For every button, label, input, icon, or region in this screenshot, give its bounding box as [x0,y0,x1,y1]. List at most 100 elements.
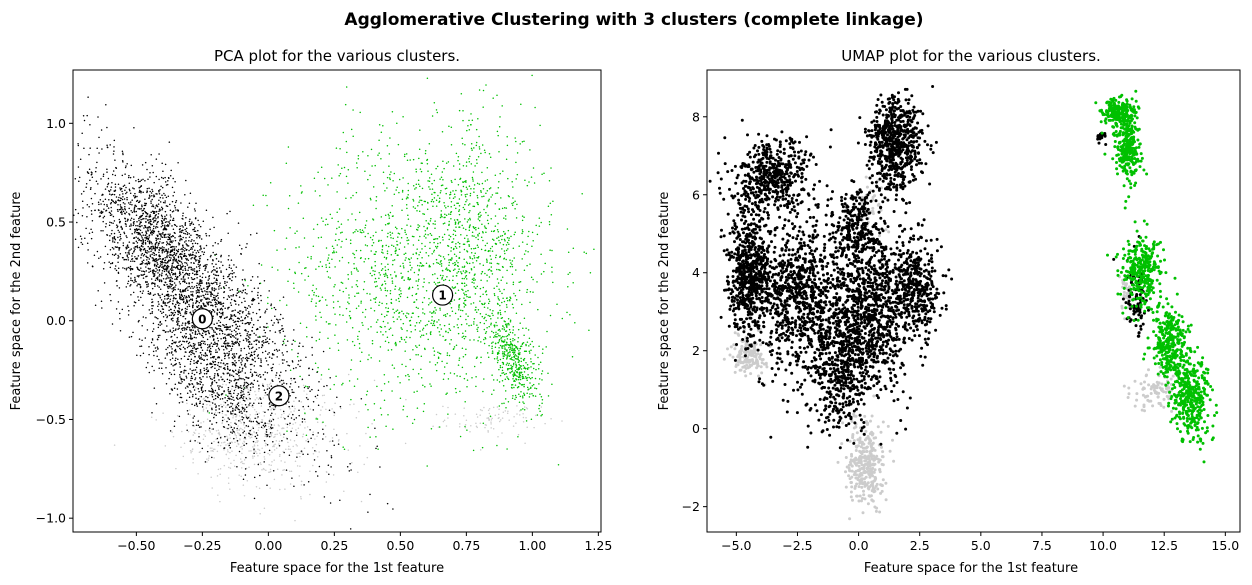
scatter-point [435,247,438,249]
scatter-point [302,345,304,348]
scatter-point [315,443,318,446]
scatter-point [191,326,194,329]
scatter-point [244,306,247,309]
scatter-point [260,346,263,349]
scatter-point [97,116,99,118]
scatter-point [196,250,199,252]
scatter-point [202,329,205,332]
scatter-point [541,379,543,381]
scatter-point [522,408,524,410]
scatter-point [349,239,352,241]
scatter-point [448,354,451,357]
scatter-point [259,376,262,378]
scatter-point [274,342,276,345]
scatter-point [409,159,411,161]
scatter-point [261,419,263,421]
scatter-point [238,355,241,358]
scatter-point [275,447,278,449]
scatter-point [402,262,404,265]
scatter-point [117,236,119,239]
scatter-point [486,205,488,208]
scatter-point [329,213,332,216]
scatter-point [384,272,387,274]
scatter-point [293,410,295,412]
scatter-point [382,320,385,323]
scatter-point [501,335,504,338]
scatter-point [303,390,305,392]
scatter-point [429,220,432,222]
scatter-point [435,199,438,201]
scatter-point [213,277,216,279]
scatter-point [581,193,583,195]
scatter-point [428,320,430,323]
scatter-point [451,257,453,259]
scatter-point [321,406,324,408]
scatter-point [247,330,249,333]
scatter-point [417,280,420,282]
scatter-point [296,230,298,232]
scatter-point [183,250,186,252]
scatter-point [204,264,207,266]
scatter-point [185,230,187,233]
scatter-point [277,417,279,420]
scatter-point [526,243,528,245]
scatter-point [374,285,377,288]
scatter-point [270,435,273,437]
scatter-point [195,284,198,287]
scatter-point [465,200,467,203]
scatter-point [488,412,491,415]
scatter-point [90,174,93,176]
scatter-point [506,343,508,345]
scatter-point [296,445,298,447]
scatter-point [303,408,306,410]
scatter-point [473,323,475,325]
scatter-point [174,286,176,288]
scatter-point [322,433,325,435]
scatter-point [280,379,283,382]
scatter-point [519,378,522,381]
scatter-point [227,232,229,235]
scatter-point [214,381,217,383]
scatter-point [515,178,517,180]
scatter-point [210,450,212,452]
scatter-point [157,258,159,261]
scatter-point [479,295,482,298]
scatter-point [135,179,137,182]
scatter-point [307,480,310,483]
scatter-point [413,391,415,393]
scatter-point [427,180,429,182]
scatter-point [149,222,152,225]
scatter-point [407,239,410,241]
scatter-point [282,296,285,298]
scatter-point [513,344,516,347]
scatter-point [448,259,450,261]
scatter-point [510,364,512,367]
scatter-point [251,290,253,293]
scatter-point [112,170,115,172]
scatter-point [214,274,217,276]
scatter-point [380,216,383,218]
scatter-point [162,231,164,234]
scatter-point [468,185,471,187]
scatter-point [77,246,80,249]
scatter-point [440,265,443,267]
scatter-point [425,251,427,254]
scatter-point [241,291,243,294]
scatter-point [369,493,371,496]
cluster-0-points [73,96,394,530]
scatter-point [509,348,511,351]
scatter-point [539,124,541,127]
scatter-point [194,226,196,229]
scatter-point [267,385,269,387]
scatter-point [446,352,449,354]
scatter-point [567,273,569,275]
scatter-point [503,352,505,354]
scatter-point [285,237,288,239]
scatter-point [494,342,497,345]
scatter-point [473,286,475,288]
scatter-point [146,286,148,288]
scatter-point [245,340,248,342]
scatter-point [381,284,383,287]
scatter-point [194,249,196,251]
scatter-point [268,423,270,425]
